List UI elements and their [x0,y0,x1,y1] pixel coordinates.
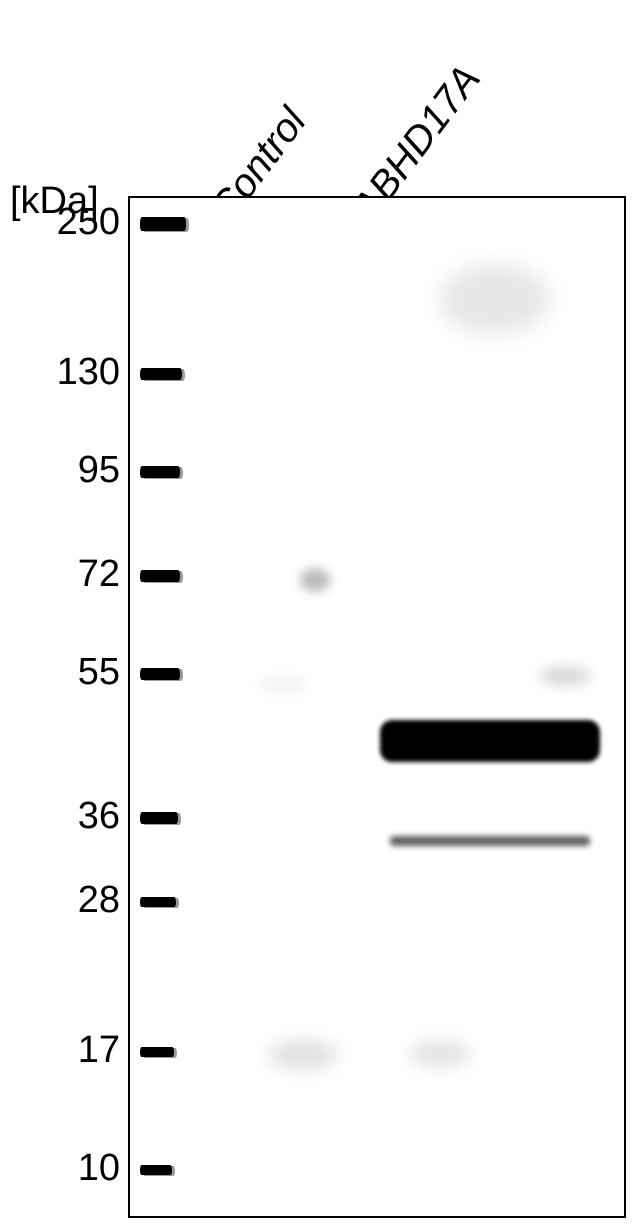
ladder-band-28 [140,897,176,907]
ladder-band-17 [140,1047,174,1057]
marker-label-55: 55 [20,651,120,694]
smudge-3 [268,1040,338,1070]
marker-label-130: 130 [20,351,120,394]
ladder-band-250 [140,217,186,231]
marker-label-36: 36 [20,795,120,838]
smudge-1 [440,264,550,334]
ladder-band-72 [140,570,180,582]
ladder-band-95 [140,466,180,478]
container: [kDa] Control ABHD17A 250 130 95 72 55 3… [0,0,640,1231]
marker-label-10: 10 [20,1147,120,1190]
ladder-band-36 [140,812,178,824]
smudge-2 [540,666,590,686]
signal-band-minor [390,836,590,846]
smudge-0 [300,568,330,592]
marker-label-95: 95 [20,449,120,492]
marker-label-17: 17 [20,1029,120,1072]
blot-box [128,196,626,1218]
marker-label-28: 28 [20,879,120,922]
marker-label-250: 250 [20,201,120,244]
ladder-band-130 [140,368,182,380]
ladder-band-55 [140,668,180,680]
ladder-band-10 [140,1165,172,1175]
smudge-5 [258,678,308,692]
smudge-4 [410,1040,470,1068]
marker-label-72: 72 [20,553,120,596]
signal-band-main [380,720,600,762]
